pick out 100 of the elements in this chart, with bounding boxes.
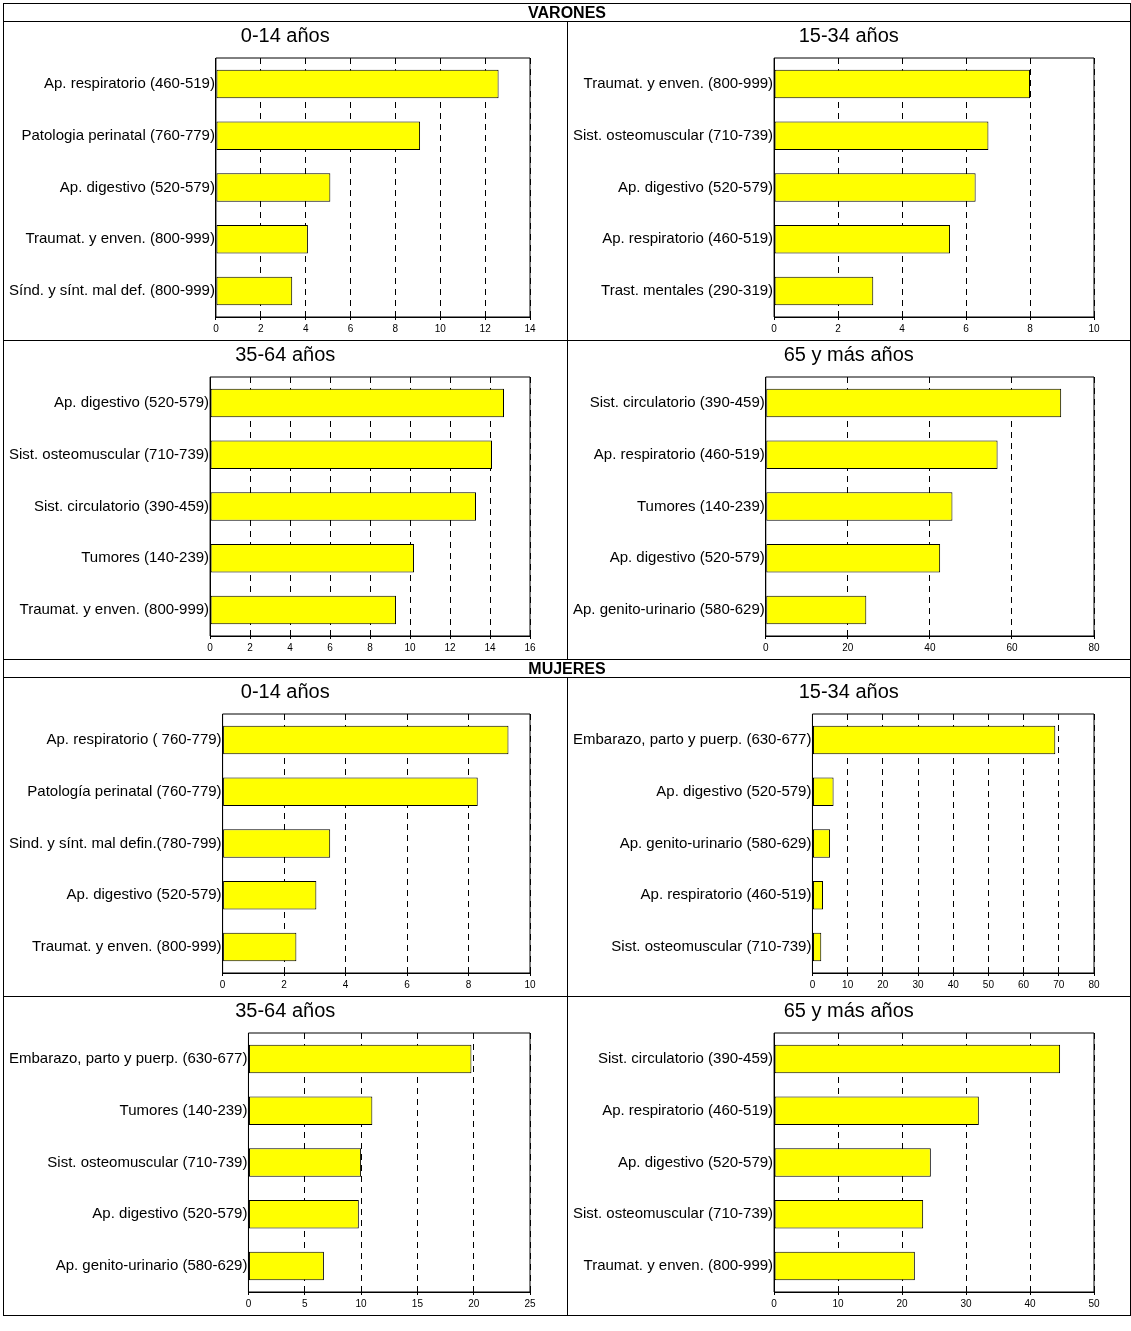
x-tick-label: 20 (895, 1297, 908, 1309)
x-tick-label: 0 (770, 1297, 777, 1309)
x-tick-label: 8 (1026, 322, 1033, 334)
x-tick-label: 60 (1005, 641, 1018, 653)
y-tick-label: Traumat. y enven. (800-999) (25, 229, 215, 247)
chart-title: 15-34 años (797, 23, 900, 48)
y-tick-label: Ap. digestivo (520-579) (655, 781, 811, 799)
chart-title: 65 y más años (782, 998, 915, 1023)
text: MUJERES (4, 660, 1130, 678)
y-tick-label: Ap. genito-urinario (580-629) (572, 600, 765, 618)
y-tick-label: Tumores (140-239) (636, 496, 765, 514)
x-tick-label: 2 (281, 978, 288, 990)
x-tick-label: 2 (834, 322, 841, 334)
x-tick-label: 0 (762, 641, 769, 653)
x-tick-label: 0 (213, 322, 220, 334)
x-tick-label: 2 (247, 641, 254, 653)
x-tick-label: 0 (245, 1297, 252, 1309)
x-tick-label: 30 (959, 1297, 972, 1309)
x-tick-label: 4 (898, 322, 905, 334)
y-tick-label: Traumat. y enven. (800-999) (32, 937, 222, 955)
x-tick-label: 16 (524, 641, 536, 653)
y-tick-label: Ap. respiratorio ( 760-779) (46, 730, 222, 748)
x-tick-label: 10 (832, 1297, 844, 1309)
x-tick-label: 8 (392, 322, 399, 334)
x-tick-label: 8 (465, 978, 472, 990)
x-tick-label: 20 (876, 978, 889, 990)
chart-title: 15-34 años (797, 679, 900, 704)
y-tick-label: Patologia perinatal (760-779) (21, 125, 215, 143)
y-tick-label: Traumat. y enven. (800-999) (583, 1256, 773, 1274)
x-tick-label: 10 (355, 1297, 368, 1309)
y-tick-label: Ap. genito-urinario (580-629) (55, 1256, 248, 1274)
y-tick-label: Patología perinatal (760-779) (27, 781, 222, 799)
y-tick-label: Trast. mentales (290-319) (600, 281, 773, 299)
x-tick-label: 0 (809, 978, 816, 990)
y-tick-label: Ap. digestivo (520-579) (617, 177, 773, 195)
y-tick-label: Sind. y sínt. mal defin.(780-799) (9, 833, 222, 851)
text: VARONES (4, 4, 1130, 22)
y-tick-label: Sist. circulatorio (390-459) (34, 496, 210, 514)
y-tick-label: Sist. osteomuscular (710-739) (610, 937, 811, 955)
y-tick-label: Sist. osteomuscular (710-739) (572, 1204, 773, 1222)
x-tick-label: 0 (770, 322, 777, 334)
x-tick-label: 6 (404, 978, 411, 990)
x-tick-label: 0 (207, 641, 214, 653)
y-tick-label: Tumores (140-239) (81, 548, 210, 566)
x-tick-label: 20 (841, 641, 854, 653)
x-tick-label: 8 (367, 641, 374, 653)
y-tick-label: Sist. osteomuscular (710-739) (9, 444, 210, 462)
y-tick-label: Traumat. y enven. (800-999) (19, 600, 210, 618)
x-tick-label: 50 (1087, 1297, 1100, 1309)
x-tick-label: 10 (404, 641, 417, 653)
y-tick-label: Embarazo, parto y puerp. (630-677) (572, 730, 811, 748)
chart-title: 65 y más años (782, 342, 915, 367)
x-tick-label: 80 (1087, 978, 1100, 990)
x-tick-label: 0 (219, 978, 226, 990)
x-tick-label: 14 (524, 322, 536, 334)
x-tick-label: 70 (1052, 978, 1065, 990)
x-tick-label: 15 (411, 1297, 424, 1309)
y-tick-label: Tumores (140-239) (119, 1100, 248, 1118)
y-tick-label: Sist. osteomuscular (710-739) (572, 125, 773, 143)
chart-title: 0-14 años (239, 679, 331, 704)
x-tick-label: 10 (841, 978, 854, 990)
x-tick-label: 40 (947, 978, 959, 990)
x-tick-label: 10 (434, 322, 447, 334)
x-tick-label: 12 (444, 641, 457, 653)
x-tick-label: 30 (911, 978, 924, 990)
x-tick-label: 2 (258, 322, 265, 334)
y-tick-label: Ap. respiratorio (460-519) (640, 885, 811, 903)
y-tick-label: Ap. respiratorio (460-519) (601, 229, 773, 247)
y-tick-label: Ap. digestivo (520-579) (66, 885, 222, 903)
x-tick-label: 50 (982, 978, 994, 990)
x-tick-label: 4 (342, 978, 349, 990)
y-tick-label: Ap. respiratorio (460-519) (593, 444, 765, 462)
x-tick-label: 10 (1087, 322, 1100, 334)
y-tick-label: Ap. digestivo (520-579) (59, 177, 215, 195)
y-tick-label: Sist. circulatorio (390-459) (597, 1049, 773, 1067)
x-tick-label: 60 (1017, 978, 1030, 990)
y-tick-label: Traumat. y enven. (800-999) (583, 74, 773, 92)
y-tick-label: Ap. digestivo (520-579) (617, 1152, 773, 1170)
x-tick-label: 40 (1023, 1297, 1036, 1309)
y-tick-label: Ap. digestivo (520-579) (54, 393, 210, 411)
chart-title: 35-64 años (234, 998, 337, 1023)
x-tick-label: 4 (302, 322, 309, 334)
y-tick-label: Ap. digestivo (520-579) (92, 1204, 248, 1222)
x-tick-label: 10 (524, 978, 536, 990)
y-tick-label: Ap. digestivo (520-579) (609, 548, 765, 566)
x-tick-label: 4 (287, 641, 294, 653)
x-tick-label: 5 (301, 1297, 308, 1309)
x-tick-label: 6 (327, 641, 334, 653)
y-tick-label: Sínd. y sínt. mal def. (800-999) (9, 281, 215, 299)
x-tick-label: 14 (484, 641, 497, 653)
x-tick-label: 6 (962, 322, 969, 334)
y-tick-label: Embarazo, parto y puerp. (630-677) (8, 1049, 248, 1067)
y-tick-label: Sist. circulatorio (390-459) (589, 393, 765, 411)
y-tick-label: Ap. respiratorio (460-519) (44, 74, 215, 92)
x-tick-label: 20 (468, 1297, 480, 1309)
x-tick-label: 25 (524, 1297, 536, 1309)
x-tick-label: 80 (1087, 641, 1100, 653)
x-tick-label: 12 (479, 322, 492, 334)
x-tick-label: 40 (923, 641, 936, 653)
chart-title: 0-14 años (239, 23, 331, 48)
